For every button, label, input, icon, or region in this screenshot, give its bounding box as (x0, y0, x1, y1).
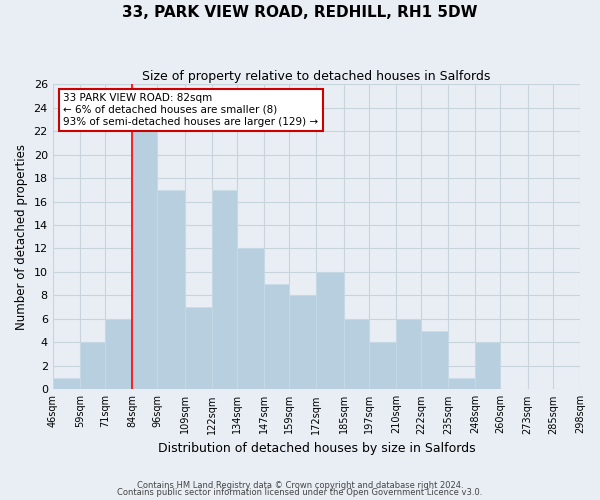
X-axis label: Distribution of detached houses by size in Salfords: Distribution of detached houses by size … (158, 442, 475, 455)
Bar (448, 378, 475, 390)
Bar (132, 131, 157, 390)
Text: 33, PARK VIEW ROAD, REDHILL, RH1 5DW: 33, PARK VIEW ROAD, REDHILL, RH1 5DW (122, 5, 478, 20)
Bar (157, 190, 185, 390)
Bar (237, 248, 264, 390)
Bar (289, 296, 316, 390)
Bar (53, 378, 80, 390)
Bar (368, 342, 396, 390)
Bar (264, 284, 289, 390)
Bar (475, 342, 500, 390)
Bar (344, 319, 368, 390)
Text: 33 PARK VIEW ROAD: 82sqm
← 6% of detached houses are smaller (8)
93% of semi-det: 33 PARK VIEW ROAD: 82sqm ← 6% of detache… (63, 94, 319, 126)
Bar (80, 342, 105, 390)
Bar (212, 190, 237, 390)
Bar (421, 330, 448, 390)
Bar (105, 319, 132, 390)
Bar (316, 272, 344, 390)
Y-axis label: Number of detached properties: Number of detached properties (15, 144, 28, 330)
Bar (396, 319, 421, 390)
Text: Contains public sector information licensed under the Open Government Licence v3: Contains public sector information licen… (118, 488, 482, 497)
Title: Size of property relative to detached houses in Salfords: Size of property relative to detached ho… (142, 70, 491, 83)
Text: Contains HM Land Registry data © Crown copyright and database right 2024.: Contains HM Land Registry data © Crown c… (137, 480, 463, 490)
Bar (185, 307, 212, 390)
